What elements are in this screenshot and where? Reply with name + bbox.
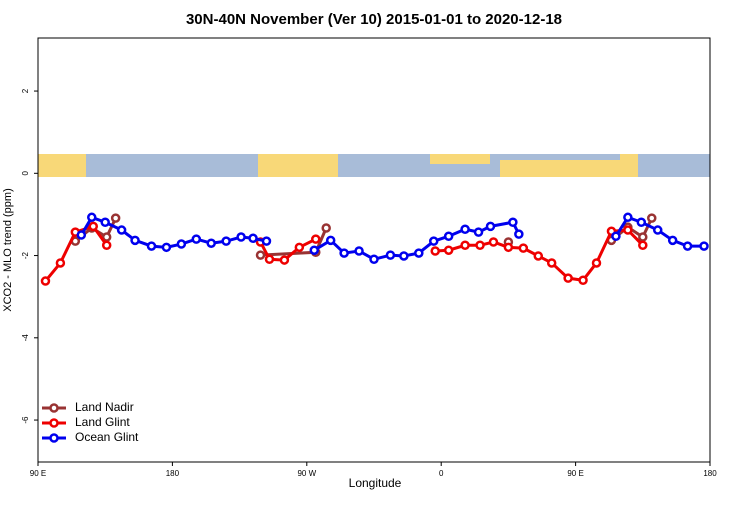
point: [221, 236, 231, 246]
point: [101, 240, 112, 251]
point: [309, 245, 320, 255]
point: [130, 235, 140, 246]
point: [40, 276, 51, 286]
x-tick-label: 90 E: [30, 469, 46, 478]
point: [638, 232, 648, 242]
point: [546, 258, 557, 268]
x-tick-label: 90 W: [297, 469, 316, 478]
point: [443, 245, 454, 255]
point: [311, 234, 321, 244]
point: [503, 242, 514, 253]
point: [647, 213, 657, 223]
x-axis-label: Longitude: [349, 476, 402, 490]
point: [354, 246, 364, 256]
point: [563, 273, 573, 283]
point: [116, 225, 127, 235]
legend-marker: [49, 418, 59, 428]
point: [100, 217, 110, 227]
point: [88, 221, 99, 232]
y-tick-label: -6: [21, 416, 30, 424]
point: [485, 221, 496, 232]
point: [294, 242, 305, 253]
point: [591, 258, 602, 268]
point: [76, 230, 87, 240]
point: [255, 250, 266, 260]
point: [682, 241, 693, 251]
point: [508, 217, 518, 227]
point: [623, 225, 633, 235]
point: [325, 235, 336, 246]
point: [385, 250, 396, 260]
point: [146, 241, 157, 251]
plot-frame: [37, 37, 711, 463]
point: [667, 235, 678, 246]
point: [428, 236, 439, 246]
point: [279, 255, 290, 265]
point: [488, 237, 499, 247]
point: [652, 225, 663, 235]
y-tick-label: -2: [21, 251, 30, 259]
point: [369, 254, 379, 265]
point: [339, 248, 349, 258]
point: [55, 258, 66, 268]
point: [636, 217, 647, 227]
map-strip: [38, 154, 710, 177]
x-tick-label: 180: [703, 469, 717, 478]
point: [460, 224, 470, 234]
point: [414, 248, 424, 258]
point: [623, 212, 633, 223]
point: [460, 240, 470, 251]
point: [321, 223, 331, 233]
y-axis-label: XCO2 - MLO trend (ppm): [2, 188, 14, 311]
legend-label: Land Nadir: [75, 400, 134, 414]
point: [514, 229, 524, 239]
point: [264, 254, 275, 265]
point: [110, 213, 121, 223]
point: [518, 243, 529, 253]
y-tick-label: 2: [21, 88, 30, 93]
x-tick-label: 90 E: [567, 469, 583, 478]
point: [261, 236, 272, 246]
point: [399, 251, 409, 261]
point: [638, 240, 648, 251]
point: [443, 231, 454, 241]
point: [473, 227, 484, 237]
point: [430, 246, 440, 256]
legend-label: Ocean Glint: [75, 430, 139, 444]
point: [206, 238, 216, 248]
point: [87, 212, 97, 223]
x-tick-label: 0: [439, 469, 444, 478]
legend-label: Land Glint: [75, 415, 130, 429]
point: [191, 234, 202, 244]
point: [161, 242, 172, 253]
y-tick-label: 0: [21, 171, 30, 176]
x-tick-label: 180: [166, 469, 180, 478]
legend-marker: [49, 403, 59, 413]
point: [533, 251, 544, 261]
y-tick-label: -4: [21, 334, 30, 342]
point: [611, 231, 621, 241]
point: [176, 239, 187, 249]
point: [236, 232, 246, 242]
point: [699, 241, 709, 251]
point: [248, 233, 258, 244]
point: [578, 275, 588, 285]
point: [475, 240, 485, 251]
chart-title: 30N-40N November (Ver 10) 2015-01-01 to …: [186, 11, 562, 28]
legend-marker: [49, 433, 59, 443]
